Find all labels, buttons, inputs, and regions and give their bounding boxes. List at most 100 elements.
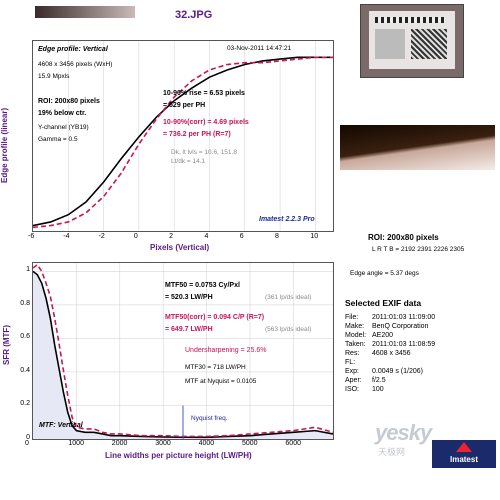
watermark-sub: 天极网: [378, 447, 406, 457]
edge-gamma: Gamma = 0.5: [38, 136, 78, 143]
mtf-svg: [33, 263, 333, 439]
exif-value: f/2.5: [372, 377, 386, 384]
mtf-xtick-label: 0: [25, 440, 29, 447]
exif-value: 4608 x 3456: [372, 350, 411, 357]
exif-key: FL:: [345, 359, 356, 366]
exif-key: ISO:: [345, 386, 360, 393]
exif-row: Model: AE200: [345, 331, 495, 340]
series-line-1: [33, 56, 333, 229]
mtf-ytick-label: 0.6: [20, 333, 30, 341]
edge-xtick-label: -2: [98, 233, 105, 240]
exif-row: Exp: 0.0049 s (1/206): [345, 367, 495, 376]
mtf-xtick-label: 2000: [111, 440, 128, 447]
exif-value: 2011:01:03 11:08:59: [372, 341, 436, 348]
edge-channel: Y-channel (YB19): [38, 124, 89, 131]
exif-row: FL:: [345, 358, 495, 367]
edge-xlabel: Pixels (Vertical): [150, 243, 210, 252]
mtf-xtick-label: 4000: [198, 440, 215, 447]
mtf-footer: MTF: Vertical: [39, 422, 83, 429]
exif-key: Aper:: [345, 377, 362, 384]
series-line-0: [33, 56, 333, 227]
series-line-0: [33, 270, 333, 439]
exif-key: Res:: [345, 350, 360, 357]
edge-rise: 10-90% rise = 6.53 pixels: [163, 90, 245, 97]
exif-row: File: 2011:01:03 11:09:00: [345, 313, 495, 322]
exif-value: 0.0049 s (1/206): [372, 368, 423, 375]
exif-value: AE200: [372, 332, 394, 339]
mtf-ytick-label: 0.8: [20, 299, 30, 307]
roi-lrtb: L R T B = 2192 2391 2226 2305: [372, 246, 465, 253]
test-chart-thumbnail: [360, 4, 464, 78]
mtf-ytick-label: 1: [26, 266, 30, 274]
edge-dk-levels: Dk, lt lvls = 10.6, 151.8: [171, 149, 237, 156]
exif-row: Res: 4608 x 3456: [345, 349, 495, 358]
page-title: 32.JPG: [175, 9, 213, 21]
nyquist-label: Nyquist freq.: [191, 415, 228, 422]
edge-header: Edge profile: Vertical: [38, 46, 108, 53]
mtf-area: [33, 271, 333, 439]
mtf50corr-value: MTF50(corr) = 0.094 C/P (R=7): [165, 314, 265, 321]
mtf-ytick-label: 0: [26, 434, 30, 441]
exif-key: Model:: [345, 332, 367, 339]
series-line-1: [33, 263, 333, 438]
edge-xticks: -6 -4 -2 0 2 4 6 8 10: [25, 233, 340, 243]
mtf-plot: MTF50 = 0.0753 Cy/Pxl = 520.3 LW/PH (361…: [32, 262, 334, 440]
mtf-xtick-label: 5000: [242, 440, 258, 447]
exif-value: BenQ Corporation: [372, 323, 429, 330]
imatest-badge: Imatest: [432, 440, 496, 468]
edge-angle: Edge angle = 5.37 degs: [350, 270, 419, 277]
edge-roi: ROI: 200x80 pixels: [38, 98, 100, 105]
edge-info-mp: 15.9 Mpxls: [38, 73, 70, 80]
mtf-xlabel: Line widths per picture height (LW/PH): [105, 451, 252, 460]
mtf50-lw: = 520.3 LW/PH: [165, 294, 213, 301]
mtf-xtick-label: 6000: [285, 440, 301, 447]
edge-rise-corr: 10-90%(corr) = 4.69 pixels: [163, 119, 249, 126]
mtf-xtick-label: 1000: [68, 440, 84, 447]
exif-key: File:: [345, 314, 359, 321]
mtf50-value: MTF50 = 0.0753 Cy/Pxl: [165, 282, 240, 289]
exif-key: Make:: [345, 323, 365, 330]
mtf30-value: MTF30 = 718 LW/PH: [185, 364, 246, 371]
edge-xtick-label: 0: [133, 233, 138, 240]
mtf-xticks: 0 1000 2000 3000 4000 5000 6000: [25, 440, 340, 450]
exif-title: Selected EXIF data: [345, 298, 422, 308]
mtf-xtick-label: 3000: [155, 440, 171, 447]
edge-gradient-strip: [35, 6, 135, 18]
roi-title: ROI: 200x80 pixels: [368, 233, 439, 242]
mtf-ytick-label: 0.2: [20, 400, 30, 408]
watermark-logo: yesky: [375, 420, 432, 445]
edge-profile-svg: [33, 41, 333, 231]
edge-xtick-label: -4: [63, 233, 70, 240]
edge-profile-plot: Edge profile: Vertical 03-Nov-2011 14:47…: [32, 40, 334, 232]
imatest-logo-icon: [456, 442, 472, 452]
edge-xtick-label: -6: [28, 233, 35, 240]
undersharpening: Undersharpening = 25.6%: [185, 347, 267, 354]
imatest-version: Imatest 2.2.3 Pro: [259, 216, 315, 223]
exif-key: Exp:: [345, 368, 360, 375]
edge-xtick-label: 6: [239, 233, 244, 240]
edge-rise-ph: = 529 per PH: [163, 102, 206, 109]
mtf50corr-lw: = 649.7 LW/PH: [165, 326, 213, 333]
exif-row: Make: BenQ Corporation: [345, 322, 495, 331]
edge-ylabel: Edge profile (linear): [0, 107, 9, 183]
edge-xtick-label: 4: [204, 233, 209, 240]
exif-row: Taken: 2011:01:03 11:08:59: [345, 340, 495, 349]
edge-info-res: 4608 x 3456 pixels (WxH): [38, 61, 113, 68]
exif-row: ISO: 100: [345, 385, 495, 394]
edge-xtick-label: 10: [310, 233, 319, 240]
edge-date: 03-Nov-2011 14:47:21: [227, 45, 292, 52]
exif-value: 2011:01:03 11:09:00: [372, 314, 436, 321]
mtf-yticks: 0 0.2 0.4 0.6 0.8 1: [12, 260, 32, 445]
roi-edge-image: [340, 125, 495, 170]
edge-lt-dk: Lt/dk = 14.1: [171, 158, 206, 165]
exif-value: 100: [372, 386, 384, 393]
mtf50corr-ideal: (563 lp/ds ideal): [265, 326, 312, 333]
mtf-at-nyquist: MTF at Nyquist = 0.0105: [185, 378, 257, 385]
exif-list: File: 2011:01:03 11:09:00 Make: BenQ Corpor…: [345, 313, 495, 394]
mtf-ytick-label: 0.4: [20, 366, 30, 374]
imatest-badge-text: Imatest: [449, 455, 478, 464]
edge-below: 19% below ctr.: [38, 110, 87, 117]
exif-row: Aper: f/2.5: [345, 376, 495, 385]
edge-rise-corr-ph: = 736.2 per PH (R=7): [163, 131, 231, 138]
exif-key: Taken:: [345, 341, 366, 348]
